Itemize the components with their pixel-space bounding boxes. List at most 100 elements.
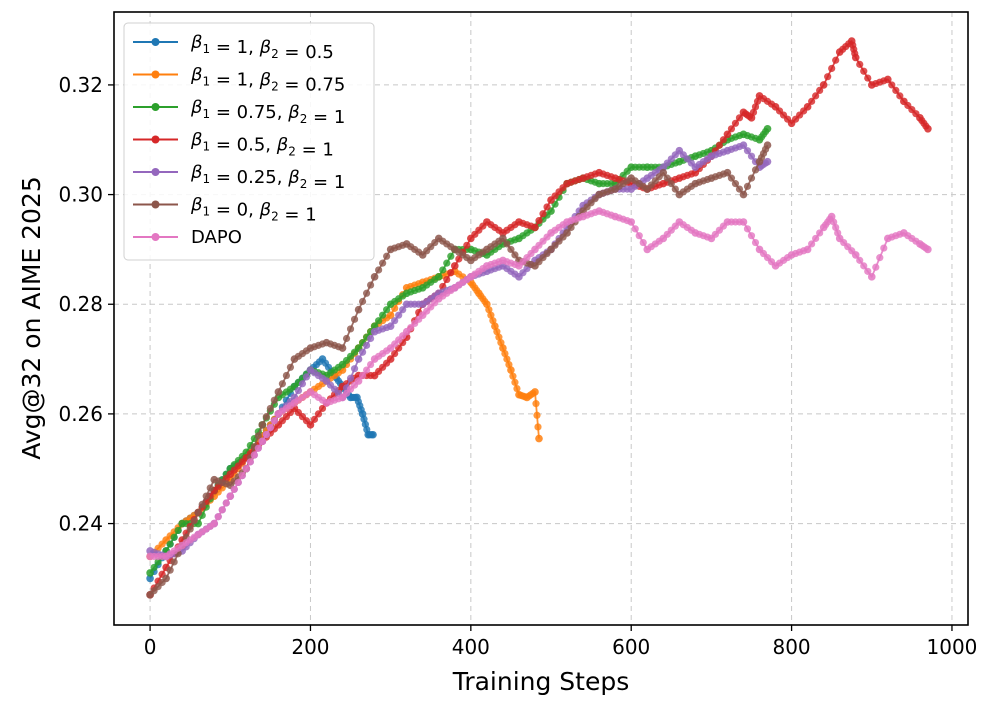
data-point — [342, 334, 351, 343]
data-point — [246, 458, 254, 466]
data-point — [635, 232, 643, 240]
data-point — [367, 360, 375, 369]
data-point — [763, 141, 772, 150]
data-point — [266, 424, 274, 432]
data-point — [262, 430, 270, 439]
data-point — [535, 217, 543, 225]
data-point — [751, 166, 760, 174]
data-point — [369, 430, 377, 439]
legend-swatch-marker — [151, 168, 160, 176]
data-point — [254, 444, 262, 452]
data-point — [222, 499, 230, 507]
data-point — [543, 203, 551, 211]
data-point — [507, 366, 515, 374]
series-6 — [146, 207, 932, 561]
data-point — [924, 124, 932, 133]
data-point — [487, 311, 495, 319]
legend-box — [123, 22, 375, 261]
legend-swatch-marker — [151, 103, 160, 111]
data-point — [383, 306, 391, 314]
data-point — [370, 273, 379, 281]
data-point — [278, 380, 286, 388]
y-tick-label: 0.24 — [58, 512, 103, 536]
data-point — [174, 526, 182, 535]
data-point — [362, 341, 371, 349]
data-point — [503, 240, 511, 248]
data-point — [864, 267, 872, 275]
data-point — [851, 251, 860, 259]
data-point — [230, 485, 238, 493]
data-point — [924, 245, 932, 254]
legend-label: β1 = 1, β2 = 0.5 — [190, 32, 334, 63]
x-tick-label: 0 — [144, 635, 157, 659]
data-point — [375, 266, 383, 274]
data-point — [511, 251, 519, 259]
data-point — [234, 478, 242, 487]
data-point — [443, 275, 451, 284]
data-point — [832, 56, 840, 64]
data-point — [747, 174, 756, 182]
data-point — [567, 223, 575, 232]
data-point — [751, 103, 760, 111]
grid-layer — [114, 12, 968, 625]
data-point — [816, 86, 824, 95]
data-point — [860, 262, 868, 270]
data-point — [507, 245, 515, 254]
data-point — [166, 566, 174, 574]
legend-label: β1 = 0.5, β2 = 1 — [190, 130, 334, 161]
data-point — [751, 238, 760, 247]
data-point — [294, 387, 303, 395]
data-point — [828, 64, 836, 73]
data-point — [214, 513, 222, 521]
data-point — [531, 223, 539, 232]
data-point — [375, 317, 383, 325]
data-point — [727, 174, 736, 182]
data-point — [563, 229, 571, 237]
data-point — [539, 210, 547, 218]
x-tick-label: 1000 — [927, 635, 978, 659]
data-point — [671, 185, 679, 193]
data-point — [250, 451, 258, 459]
data-point — [719, 136, 728, 144]
data-point — [880, 244, 888, 252]
data-point — [499, 234, 507, 243]
data-point — [354, 355, 363, 363]
data-point — [443, 259, 451, 267]
data-point — [830, 218, 838, 226]
legend-label: β1 = 0.25, β2 = 1 — [190, 162, 345, 193]
data-point — [463, 241, 471, 249]
data-point — [896, 92, 904, 100]
data-point — [509, 372, 517, 380]
legend-label: DAPO — [191, 227, 242, 248]
data-point — [391, 317, 399, 325]
data-point — [314, 410, 323, 418]
plot-frame — [113, 11, 969, 626]
x-tick-label: 400 — [452, 635, 490, 659]
data-point — [450, 262, 459, 270]
data-point — [367, 281, 375, 289]
data-point — [254, 432, 262, 440]
data-point — [888, 81, 896, 89]
series-5 — [146, 141, 772, 599]
data-point — [150, 563, 158, 572]
data-point — [206, 484, 214, 492]
data-point — [816, 229, 824, 237]
data-point — [747, 232, 756, 240]
data-point — [743, 225, 752, 233]
data-point — [194, 508, 202, 517]
data-point — [338, 344, 347, 352]
data-point — [362, 366, 371, 374]
data-point — [354, 305, 363, 314]
data-point — [166, 540, 174, 548]
data-point — [747, 152, 756, 160]
data-point — [367, 334, 375, 343]
data-point — [731, 180, 740, 188]
data-point — [723, 130, 732, 139]
data-point — [631, 225, 639, 233]
data-point — [531, 388, 539, 396]
legend-swatch-marker — [151, 38, 160, 46]
data-point — [447, 269, 455, 277]
data-point — [735, 114, 744, 122]
data-point — [358, 348, 367, 356]
